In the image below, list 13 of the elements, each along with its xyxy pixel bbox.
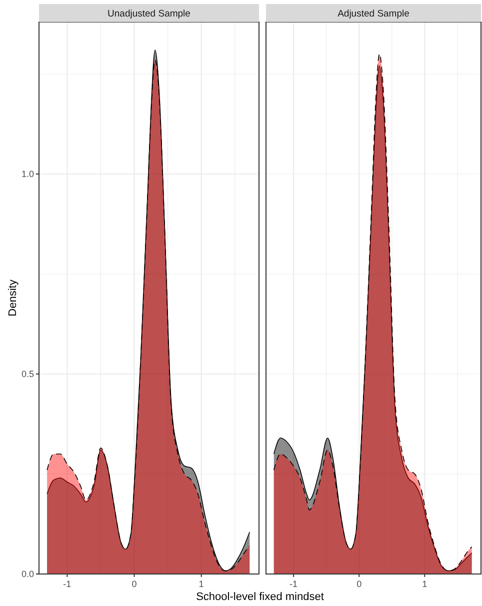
chart-title: Adjusted Sample [338,8,410,20]
x-tick-label: -1 [290,579,298,589]
y-tick-label: 1.0 [21,169,34,179]
y-tick-label: 0.5 [21,369,34,379]
x-tick-label: -1 [63,579,72,589]
x-tick-label: 0 [132,579,137,589]
x-tick-label: 0 [356,579,362,589]
y-tick-label: 0.0 [21,569,34,579]
x-axis-title: School-level fixed mindset [196,591,324,603]
x-tick-label: 1 [198,579,204,589]
x-tick-label: 1 [422,579,428,589]
chart-title: Unadjusted Sample [108,8,190,20]
y-axis-title: Density [7,279,19,316]
